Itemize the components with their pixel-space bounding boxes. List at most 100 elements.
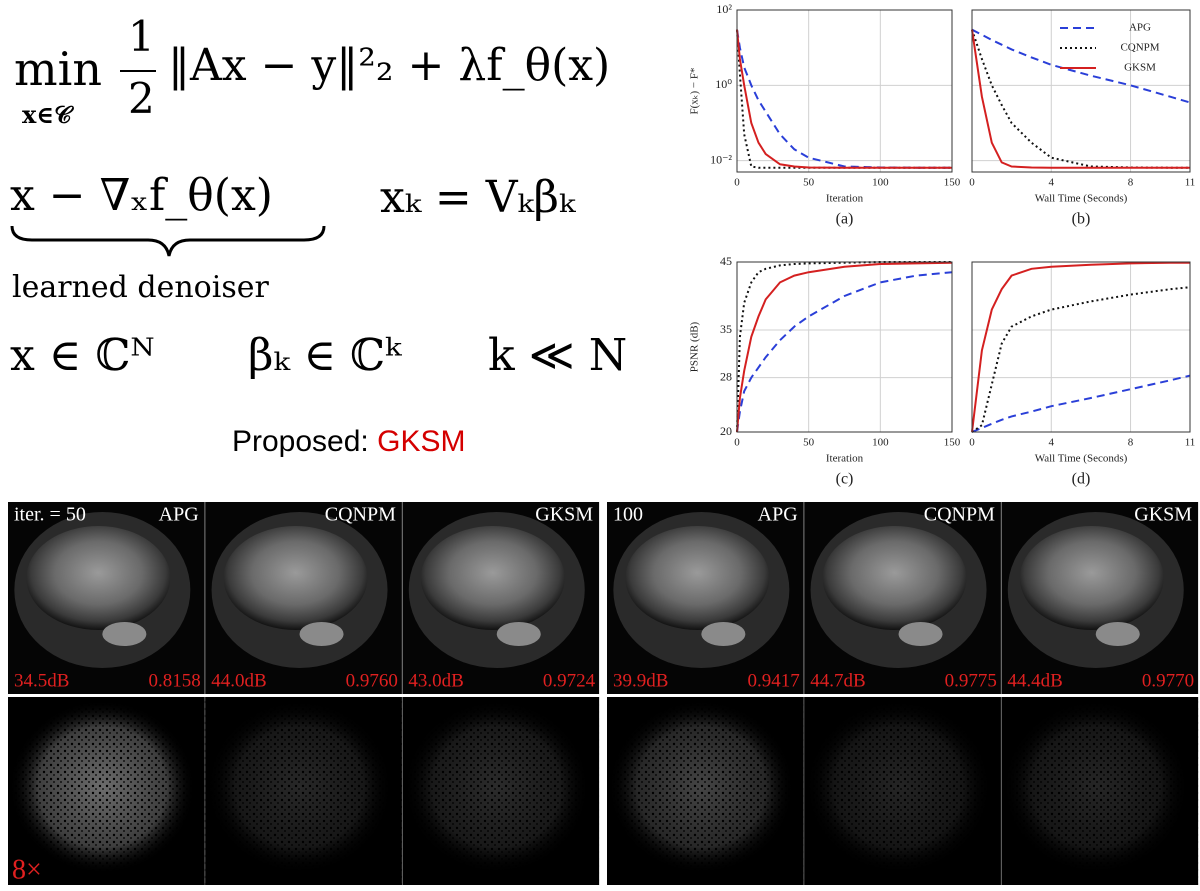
y-tick-label: 20 [720,424,732,438]
method-label: GKSM [1134,504,1192,526]
plot-frame [736,9,953,173]
plot-frame [736,261,953,433]
ssim-label: 0.9770 [1142,670,1194,691]
x-tick-label: 0 [969,437,975,449]
y-axis-label: F(xₖ) − F* [689,68,701,115]
brain [625,526,770,630]
ssim-label: 0.9760 [346,670,398,691]
ssim-label: 0.9775 [945,670,997,691]
caption: (d) [1072,471,1091,488]
y-tick-label: 10² [716,2,732,16]
objective-rest: ‖Ax − y‖²₂ + λf_θ(x) [168,40,611,91]
ssim-label: 0.9417 [747,670,799,691]
psnr-label: 39.9dB [613,670,668,691]
x-axis-label: Iteration [826,193,864,205]
y-tick-label: 10⁰ [715,77,732,91]
x-tick-label: 150 [944,177,961,189]
error-speckle [402,697,600,885]
plot-frame [971,9,1191,173]
acceleration-label: 8× [12,854,42,885]
cerebellum [898,622,943,646]
psnr-label: 43.0dB [408,670,463,691]
objective-denominator: 2 [128,74,155,123]
domain-beta: βₖ ∈ ℂᵏ [248,330,402,381]
series-line [971,374,1191,433]
series-line [971,261,1190,433]
plot-area [737,10,952,172]
objective-min: min [14,42,102,96]
y-tick-label: 28 [720,369,732,383]
objective-numerator: 1 [128,12,155,61]
subspace: xₖ = Vₖβₖ [380,172,576,223]
psnr-label: 44.4dB [1007,670,1062,691]
error-speckle [804,697,1001,885]
ssim-label: 0.9724 [543,670,596,691]
legend-label: CQNPM [1120,42,1159,54]
y-axis-label: PSNR (dB) [689,321,701,372]
x-tick-label: 0 [734,177,740,189]
brain [1019,526,1164,630]
brain [26,526,171,630]
x-tick-label: 8 [1128,177,1134,189]
series-line [736,271,953,433]
cerebellum [102,622,147,646]
proposed: Proposed: GKSM [232,425,465,459]
method-label: CQNPM [325,504,396,526]
x-tick-label: 11 [1185,437,1196,449]
y-tick-label: 35 [720,322,732,336]
x-tick-label: 100 [872,437,889,449]
x-tick-label: 0 [969,177,975,189]
x-tick-label: 150 [944,437,961,449]
iteration-label: 100 [613,504,643,526]
x-axis-label: Wall Time (Seconds) [1035,453,1128,465]
y-tick-label: 45 [720,254,732,268]
caption: (c) [836,471,854,488]
caption: (b) [1072,211,1091,228]
x-axis-label: Wall Time (Seconds) [1035,193,1128,205]
cerebellum [1095,622,1140,646]
ssim-label: 0.8158 [148,670,200,691]
y-tick-label: 10⁻² [710,152,732,166]
x-tick-label: 50 [803,437,815,449]
brain [822,526,967,630]
error-speckle [205,697,402,885]
x-axis-label: Iteration [826,453,864,465]
domain-x: x ∈ ℂᴺ [10,330,155,381]
x-tick-label: 4 [1049,177,1055,189]
cerebellum [299,622,344,646]
error-speckle [1001,697,1199,885]
plot-area [972,262,1190,432]
method-label: GKSM [535,504,593,526]
plot-area [737,262,952,432]
error-speckle [607,697,804,885]
psnr-label: 44.7dB [810,670,865,691]
caption: (a) [836,211,854,228]
brain [223,526,368,630]
method-label: APG [159,504,199,526]
x-tick-label: 8 [1128,437,1134,449]
x-tick-label: 11 [1185,177,1196,189]
underbrace [10,225,326,257]
plot-frame [971,261,1191,433]
proposed-prefix: Proposed: [232,425,369,458]
legend-label: GKSM [1124,62,1156,74]
x-tick-label: 0 [734,437,740,449]
x-tick-label: 50 [803,177,815,189]
series-line [971,28,1191,104]
denoiser-label: learned denoiser [12,270,269,305]
legend-label: APG [1129,22,1151,34]
cerebellum [496,622,541,646]
psnr-label: 34.5dB [14,670,69,691]
brain [420,526,565,630]
x-tick-label: 100 [872,177,889,189]
plot-area [972,10,1190,172]
psnr-label: 44.0dB [211,670,266,691]
error-speckle [8,697,205,885]
series-line [736,261,953,433]
series-line [971,29,1190,169]
brace [10,225,326,257]
denoiser: x − ∇ₓf_θ(x) [10,170,273,221]
x-tick-label: 4 [1049,437,1055,449]
